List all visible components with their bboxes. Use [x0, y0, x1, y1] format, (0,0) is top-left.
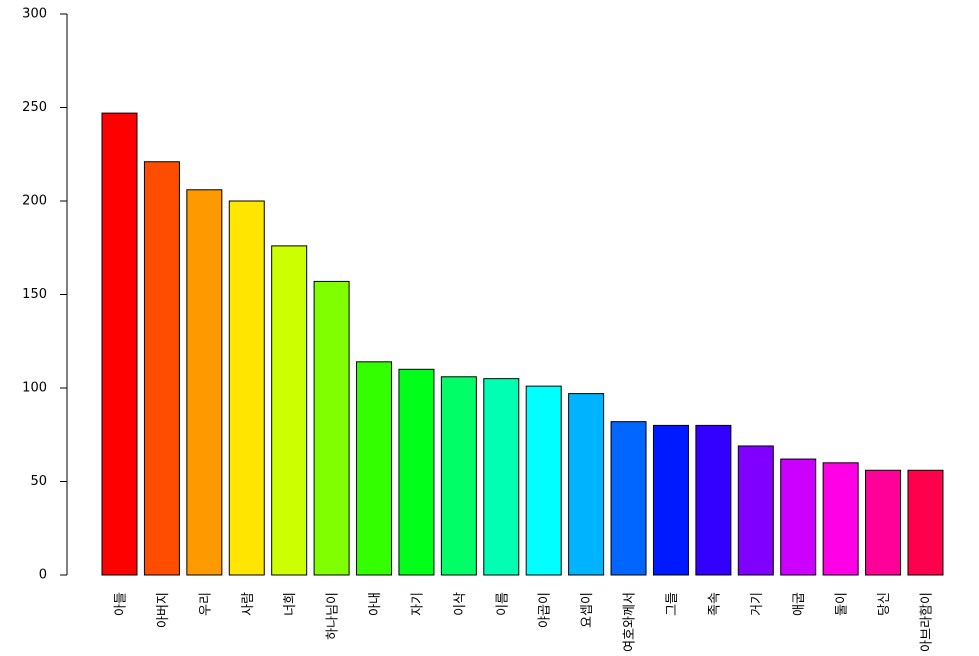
bar [186, 189, 223, 576]
x-tick-label: 아들 [114, 592, 129, 616]
bar [865, 469, 902, 576]
y-tick-label: 0 [39, 568, 47, 583]
y-tick-label: 300 [22, 7, 47, 22]
bar [440, 376, 477, 576]
bar [228, 200, 265, 576]
x-tick-label: 아내 [368, 592, 383, 616]
bar [313, 280, 350, 576]
bar [737, 445, 774, 576]
x-tick-label: 거기 [750, 592, 765, 616]
bar [568, 393, 605, 576]
x-tick-label: 자기 [410, 592, 425, 616]
bar [271, 245, 308, 576]
x-tick-label: 사람 [241, 592, 256, 616]
bar [525, 385, 562, 576]
x-tick-label: 둘이 [835, 592, 850, 616]
bar [101, 112, 138, 576]
x-tick-label: 하나님이 [326, 592, 341, 640]
bar [610, 421, 647, 576]
bar [907, 469, 944, 576]
y-tick-label: 250 [22, 100, 47, 115]
bar [143, 161, 180, 576]
y-tick-label: 100 [22, 381, 47, 396]
bar [822, 462, 859, 576]
bar [398, 368, 435, 576]
bar [652, 424, 689, 576]
x-tick-label: 야곱이 [538, 592, 553, 628]
bar [695, 424, 732, 576]
y-tick-label: 200 [22, 194, 47, 209]
x-tick-label: 그들 [665, 592, 680, 616]
y-tick-label: 150 [22, 287, 47, 302]
x-tick-label: 아버지 [156, 592, 171, 628]
x-tick-label: 여호와께서 [623, 592, 638, 652]
x-tick-label: 이삭 [453, 592, 468, 616]
x-tick-label: 족속 [707, 592, 722, 616]
y-tick-label: 50 [30, 474, 47, 489]
bar [356, 361, 393, 576]
x-tick-label: 우리 [198, 592, 213, 616]
x-tick-label: 요셉이 [580, 592, 595, 628]
x-tick-label: 너희 [283, 592, 298, 616]
x-tick-label: 당신 [877, 592, 892, 616]
bar [483, 378, 520, 576]
bar [780, 458, 817, 576]
x-tick-label: 이름 [495, 592, 510, 616]
x-tick-label: 아브라함이 [919, 592, 934, 652]
x-tick-label: 애굽 [792, 592, 807, 616]
